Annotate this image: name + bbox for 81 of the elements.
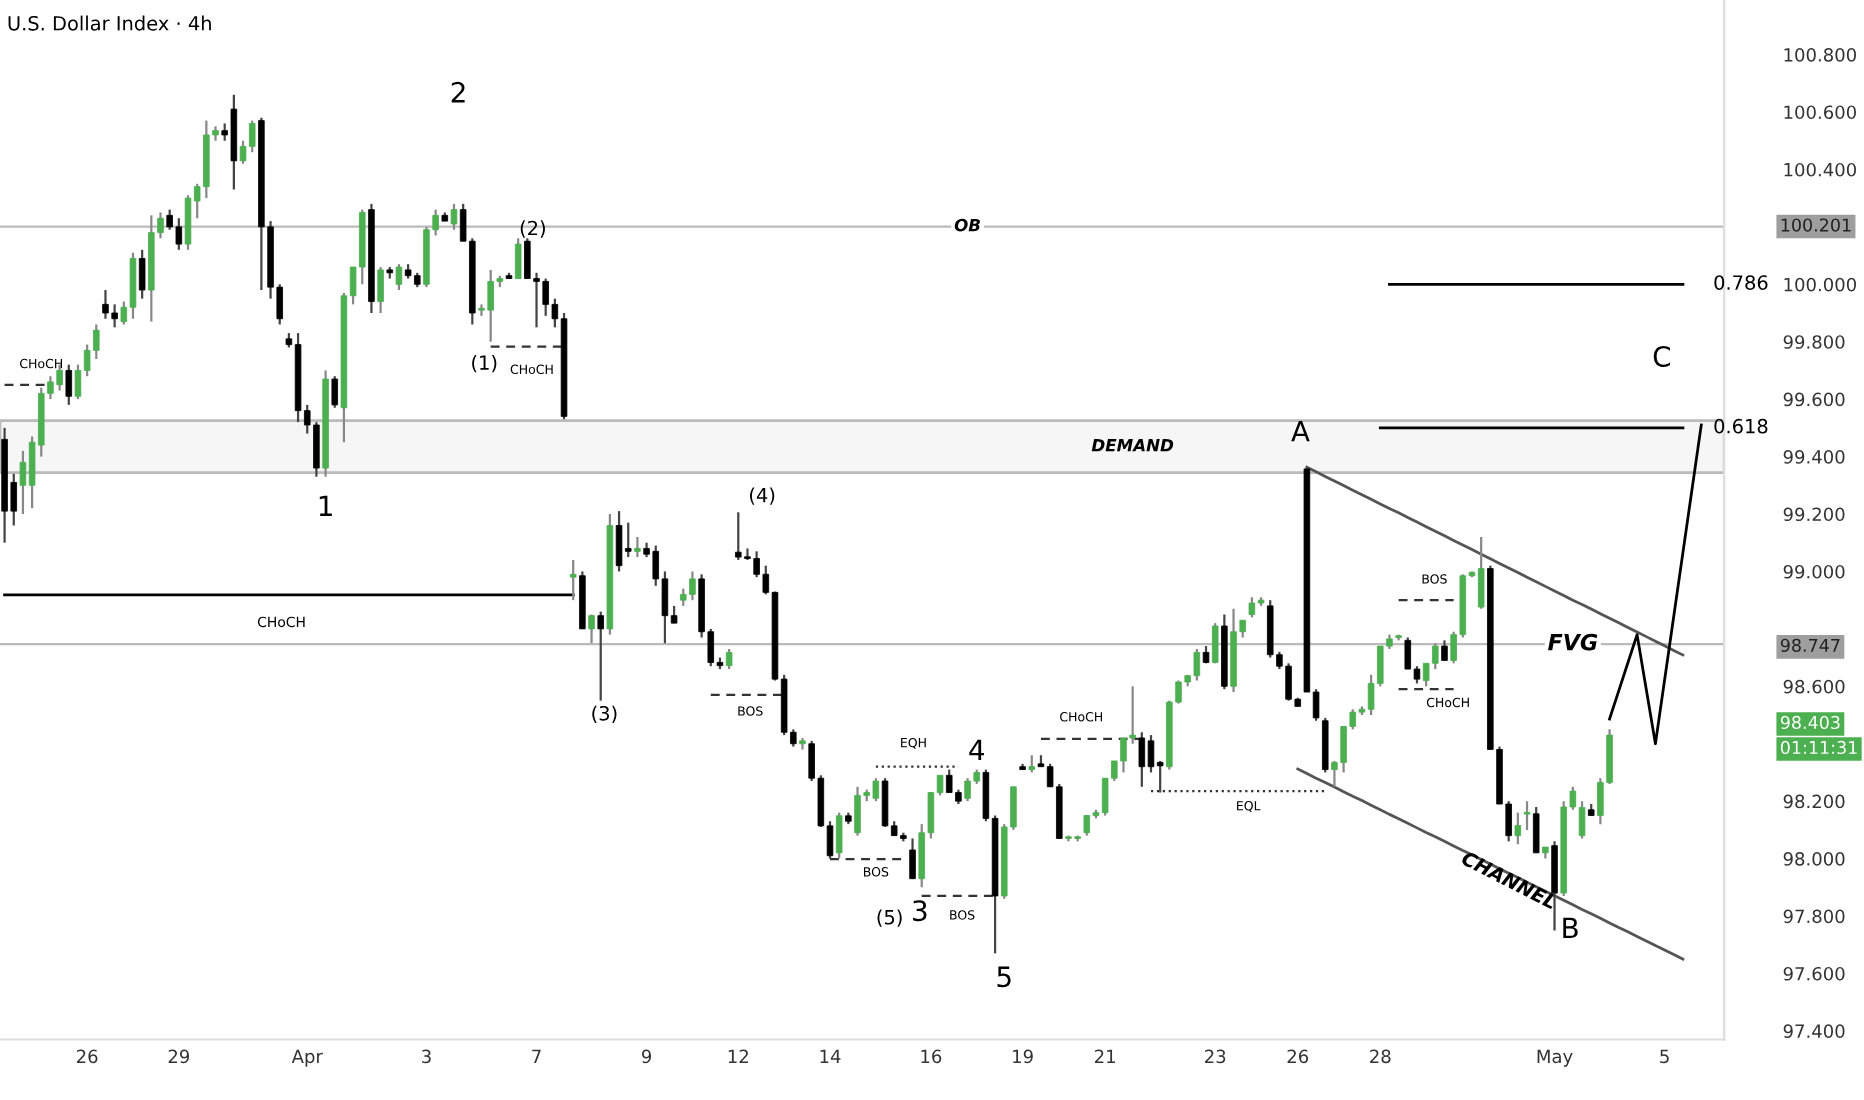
y-tick-label: 99.800 [1783,335,1845,349]
annotation: 5 [997,966,1011,988]
x-tick-label: 21 [1094,1049,1115,1063]
text: U.S. Dollar Index · 4h [8,15,211,31]
candlestick [1551,840,1558,932]
candlestick [395,263,403,292]
candlestick [248,119,256,154]
candlestick [331,375,339,409]
x-tick-label: 14 [820,1049,841,1063]
candlestick [624,521,632,559]
annotation: 1 [319,495,332,516]
y-tick-label: 98.600 [1783,679,1845,694]
y-tick-label: 100.600 [1784,105,1856,120]
candlestick [1083,814,1091,837]
candlestick [597,610,604,702]
series-label: 0.618 [1714,418,1768,434]
candlestick [1523,800,1531,831]
annotation: B [1563,917,1578,939]
x-tick-label: 26 [76,1049,98,1064]
text: 98.403 [1780,715,1840,730]
annotation: (1) [472,354,497,373]
annotation: (2) [520,220,545,238]
candlestick [450,202,458,231]
ref-line-label: FVG [1548,633,1598,651]
annotation: C [1653,345,1671,367]
y-tick-label: 99.200 [1783,507,1845,522]
candlestick [835,811,843,860]
y-tick-label: 100.400 [1784,162,1856,177]
candlestick [377,265,384,315]
candlestick [1441,639,1448,662]
candlestick [65,363,73,406]
line-series [1608,423,1703,746]
x-tick-label: 9 [641,1049,652,1064]
candlestick [1211,622,1219,665]
x-tick-label: 28 [1370,1049,1391,1064]
annotation: 3 [913,900,927,922]
x-tick-label: 7 [532,1049,541,1063]
candlestick [1514,811,1522,846]
y-tick-label: 98.000 [1783,852,1845,866]
x-tick-label: 26 [1287,1049,1309,1064]
y-tick-label: 99.000 [1783,564,1845,579]
x-tick-label: 3 [422,1049,431,1064]
annotation: 2 [451,81,465,103]
line-series [1305,465,1685,657]
y-tick-label: 99.600 [1783,392,1845,407]
candlestick [634,535,641,559]
candlestick [514,237,522,280]
x-tick-label: 16 [921,1049,942,1064]
x-tick-label: 5 [1660,1049,1669,1064]
line-series [1296,767,1685,961]
candlestick [909,837,916,880]
x-tick-label: 19 [1013,1049,1033,1064]
text: 100.201 [1781,218,1851,232]
annotation: (5) [877,909,902,927]
ref-line-label: OB [954,218,980,232]
annotation: (3) [592,705,617,723]
candlestick [1138,731,1146,788]
y-tick-label: 100.000 [1784,277,1856,292]
annotation: (4) [750,487,775,505]
x-tick-label: 23 [1205,1049,1226,1064]
candlestick [138,248,146,300]
x-tick-label: 12 [728,1049,748,1063]
x-tick-label: 29 [168,1049,190,1064]
y-tick-label: 99.400 [1783,450,1845,464]
candlestick [569,558,577,602]
text: 01:11:31 [1780,740,1857,755]
candlestick [1532,805,1540,854]
y-tick-label: 97.400 [1783,1024,1845,1038]
y-tick-label: 100.800 [1784,48,1856,62]
annotation: A [1291,421,1310,442]
series-label: 0.786 [1714,275,1768,290]
candlestick [725,647,733,671]
x-tick-label: May [1537,1049,1573,1067]
annotation: 4 [969,739,985,761]
y-tick-label: 97.600 [1783,966,1845,981]
candlestick [588,613,595,645]
text: 98.747 [1780,638,1840,652]
y-tick-label: 98.200 [1783,794,1845,809]
y-tick-label: 97.800 [1783,909,1845,924]
band-label: DEMAND [1091,439,1174,452]
x-tick-label: Apr [291,1049,323,1067]
